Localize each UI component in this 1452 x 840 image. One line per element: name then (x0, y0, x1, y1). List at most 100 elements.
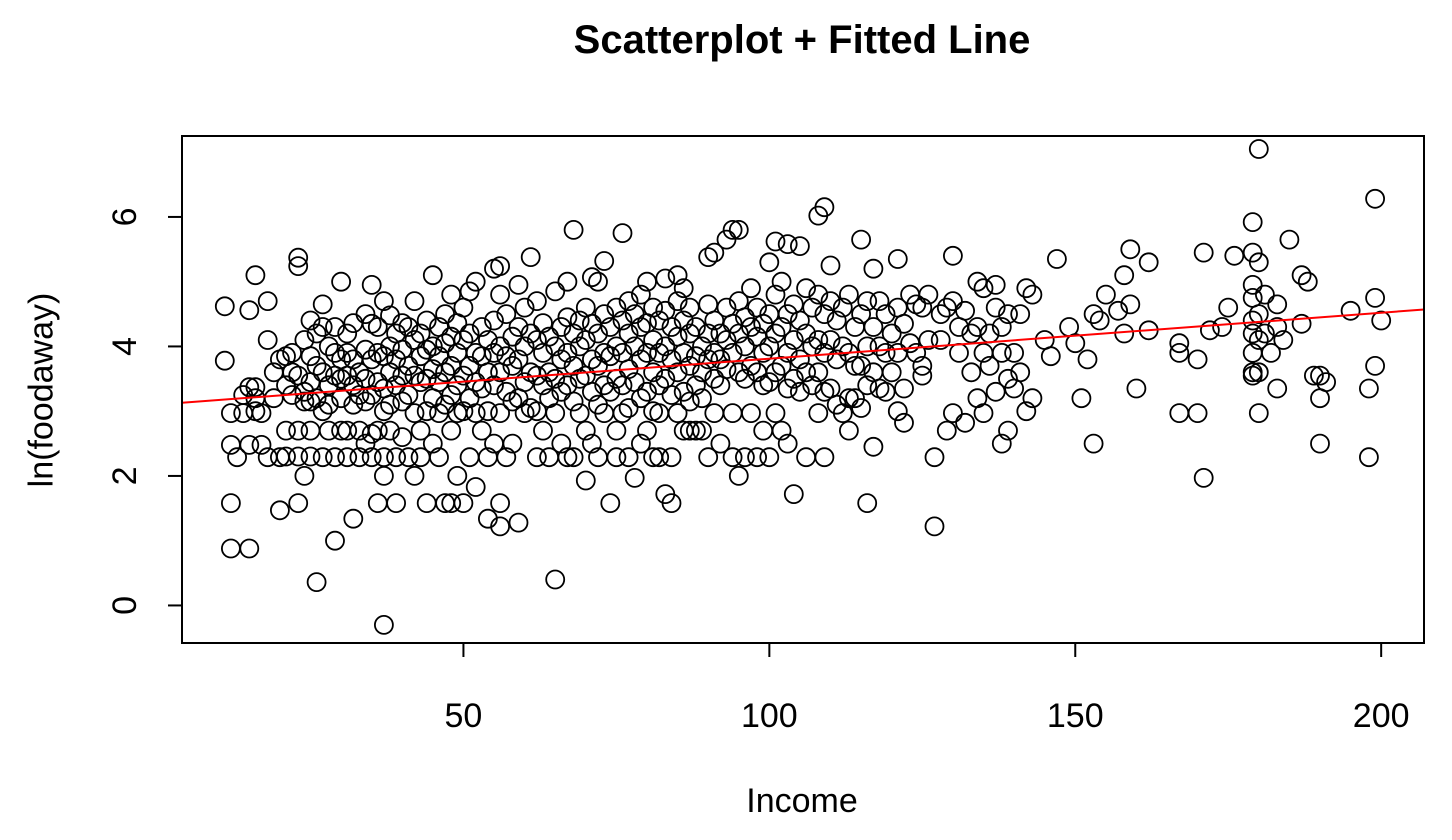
data-point (808, 362, 829, 383)
data-point (881, 362, 902, 383)
data-point (557, 271, 578, 292)
data-point (649, 375, 670, 396)
data-point (845, 355, 865, 376)
data-point (979, 355, 1000, 376)
data-point (998, 304, 1018, 325)
data-point (649, 447, 670, 468)
data-point (943, 403, 963, 424)
data-point (459, 281, 480, 302)
data-point (814, 447, 835, 468)
data-point (955, 412, 975, 433)
data-point (759, 336, 780, 357)
data-point (1169, 403, 1190, 424)
data-point (869, 336, 890, 357)
data-point (936, 420, 957, 441)
data-point (943, 291, 963, 312)
data-point (306, 388, 327, 409)
data-point (673, 278, 694, 299)
data-point (1083, 304, 1104, 325)
data-point (857, 291, 878, 312)
data-point (820, 291, 841, 312)
data-point (539, 362, 559, 383)
data-point (777, 304, 798, 325)
data-point (991, 317, 1012, 337)
data-point (520, 323, 541, 344)
data-point (600, 381, 621, 402)
data-point (355, 391, 376, 412)
data-point (398, 355, 419, 376)
data-point (661, 385, 682, 405)
data-point (514, 372, 535, 393)
data-point (716, 229, 737, 250)
data-point (692, 388, 712, 409)
data-point (930, 330, 951, 350)
data-point (349, 362, 370, 383)
data-point (698, 349, 719, 370)
data-point (386, 493, 407, 514)
data-point (465, 403, 486, 424)
data-point (1089, 310, 1110, 331)
data-point (1316, 372, 1336, 393)
data-point (796, 447, 816, 468)
data-point (796, 323, 816, 344)
data-point (618, 323, 639, 344)
data-point (777, 378, 798, 399)
data-point (679, 297, 700, 318)
data-point (227, 447, 248, 468)
data-point (808, 330, 829, 350)
data-point (251, 403, 272, 424)
data-point (490, 493, 511, 514)
data-point (551, 433, 572, 454)
data-point (698, 247, 719, 268)
data-point (416, 368, 437, 389)
data-point (545, 336, 566, 357)
data-point (1016, 401, 1037, 422)
data-point (563, 391, 584, 412)
data-point (1242, 212, 1263, 233)
data-point (667, 362, 688, 383)
data-point (796, 278, 816, 299)
data-point (373, 401, 394, 422)
data-point (606, 297, 627, 318)
data-point (826, 310, 847, 331)
data-point (294, 381, 315, 402)
data-point (692, 336, 712, 357)
data-point (851, 304, 871, 325)
data-point (686, 317, 706, 337)
data-point (991, 433, 1012, 454)
data-point (404, 403, 425, 424)
data-point (404, 291, 425, 312)
data-point (1242, 274, 1263, 295)
data-point (361, 274, 382, 295)
data-point (673, 310, 694, 331)
x-tick-label: 150 (1047, 697, 1104, 735)
data-point (1169, 342, 1190, 363)
data-point (875, 381, 896, 402)
data-point (245, 265, 266, 286)
data-point (912, 297, 933, 318)
data-point (477, 401, 498, 422)
x-axis: 50 100 150 200 (445, 642, 1410, 735)
data-point (325, 447, 345, 468)
data-point (343, 313, 364, 334)
data-point (1248, 139, 1269, 159)
x-tick-label: 200 (1353, 697, 1410, 735)
data-point (337, 323, 358, 344)
data-point (312, 317, 333, 337)
data-point (728, 219, 749, 240)
data-point (582, 313, 602, 334)
data-point (735, 447, 755, 468)
data-point (551, 381, 572, 402)
data-point (1212, 317, 1232, 337)
data-point (490, 403, 511, 424)
data-point (288, 446, 309, 467)
data-point (765, 323, 786, 344)
data-point (337, 420, 358, 441)
data-point (441, 385, 462, 405)
data-point (612, 223, 633, 244)
data-point (325, 317, 345, 337)
x-axis-label: Income (746, 782, 858, 820)
data-point (575, 420, 596, 441)
data-point (1010, 304, 1031, 325)
